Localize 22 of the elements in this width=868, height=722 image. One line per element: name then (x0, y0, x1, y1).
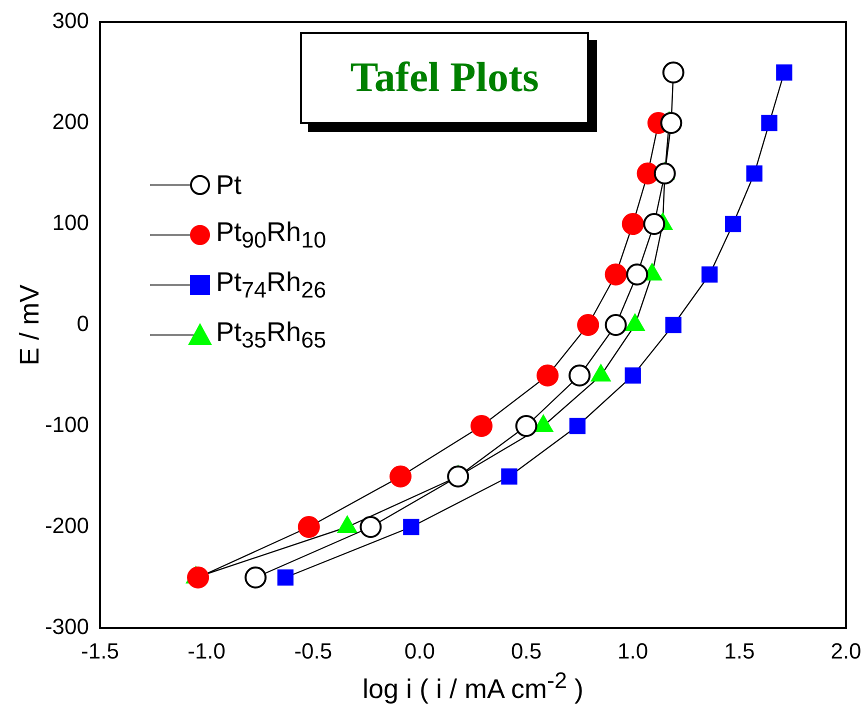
x-tick-label: 0.5 (510, 638, 542, 664)
x-axis-title: log i ( i / mA cm$^{-2}$ ) (361, 668, 585, 705)
legend-label: Pt (216, 170, 242, 200)
x-tick-label: 1.0 (618, 638, 648, 664)
legend-label: Pt$_{90}$Rh$_{10}$ (216, 216, 326, 254)
x-tick-label: -1.0 (188, 638, 226, 664)
x-tick-label: -0.5 (294, 638, 332, 664)
y-tick-label: -300 (44, 614, 89, 640)
x-tick-label: 2.0 (830, 638, 862, 664)
y-tick-label: -100 (44, 412, 89, 438)
legend-label: Pt$_{35}$Rh$_{65}$ (216, 316, 326, 354)
y-tick-label: 300 (52, 8, 89, 34)
y-tick-label: -200 (44, 513, 89, 538)
x-tick-label: 0.0 (404, 638, 436, 664)
legend-label: Pt$_{74}$Rh$_{26}$ (216, 266, 326, 304)
x-tick-label: -1.5 (81, 638, 119, 664)
y-tick-label: 0 (76, 311, 89, 336)
y-axis-title: E / mV (14, 284, 46, 366)
y-tick-label: 100 (52, 210, 89, 236)
y-tick-label: 200 (52, 109, 89, 134)
text: Tafel Plots (300, 32, 589, 124)
x-tick-label: 1.5 (724, 638, 755, 664)
